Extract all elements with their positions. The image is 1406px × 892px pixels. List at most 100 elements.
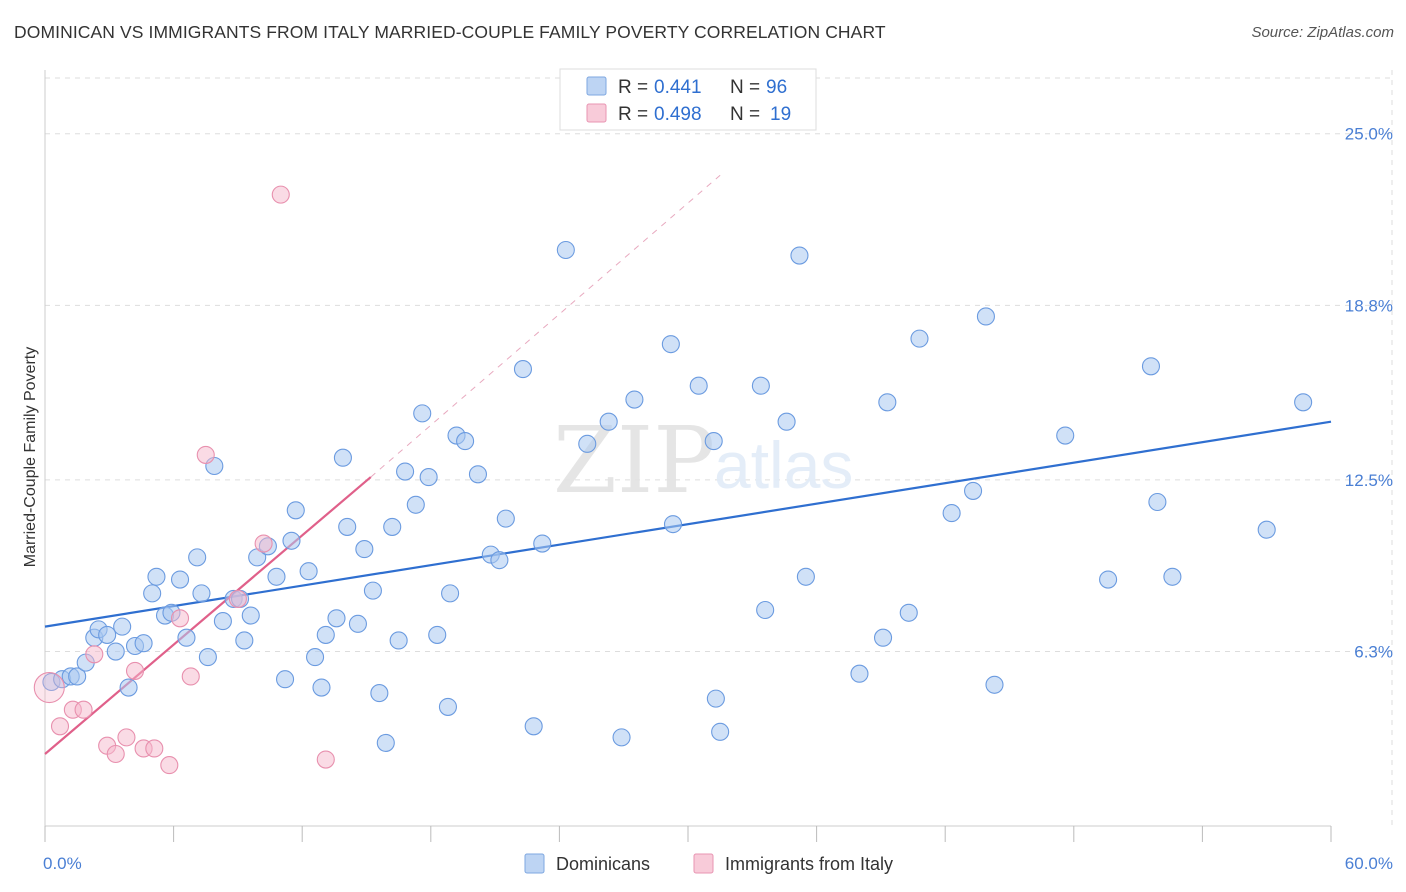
y-tick-label: 12.5% [1345, 471, 1393, 490]
watermark: ZIP atlas [553, 407, 853, 514]
y-tick-label: 25.0% [1345, 125, 1393, 144]
dominicans-point [406, 495, 425, 514]
dominicans-point [1148, 492, 1167, 512]
dominicans-point [68, 667, 87, 686]
dominicans-point [286, 501, 305, 520]
dominicans-point [355, 540, 374, 559]
x-tick-label-min: 0.0% [43, 854, 82, 873]
legend-top: R = 0.441 N = 96 R = 0.498 N = 19 [559, 68, 817, 131]
dominicans-point [1294, 393, 1313, 412]
dominicans-point [192, 584, 211, 603]
italy-point [254, 534, 273, 553]
dominicans-point [383, 517, 402, 536]
dominicans-point [711, 722, 730, 741]
y-tick-label: 6.3% [1354, 643, 1393, 662]
dominicans-point [370, 684, 389, 703]
dominicans-trend-line [44, 420, 1332, 628]
dominicans-point [1257, 520, 1276, 539]
dominicans-point [796, 567, 815, 586]
dominicans-point [751, 376, 770, 395]
watermark-zip: ZIP [553, 407, 715, 514]
dominicans-point [663, 515, 683, 534]
dominicans-point [348, 614, 367, 633]
dominicans-point [1056, 426, 1075, 445]
dominicans-point [1163, 567, 1182, 586]
dominicans-point [790, 246, 809, 265]
dominicans-point [490, 551, 509, 570]
dominicans-point [1099, 570, 1118, 589]
italy-point [50, 717, 70, 736]
dominicans-point [910, 329, 929, 348]
dominicans-point [241, 606, 260, 625]
dominicans-point [625, 390, 644, 409]
dominicans-point [376, 733, 395, 752]
italy-point [196, 445, 215, 464]
dominicans-point [306, 648, 325, 667]
legend-bottom: Dominicans Immigrants from Italy [524, 853, 893, 874]
dominicans-point [338, 517, 357, 536]
italy-point [74, 700, 93, 719]
legend-bottom-swatch-italy [693, 853, 714, 874]
italy-point [271, 185, 290, 204]
dominicans-point [134, 634, 153, 653]
legend-n-label: N = [730, 104, 760, 125]
legend-n-label: N = [730, 77, 760, 98]
italy-point [160, 756, 179, 775]
y-tick-labels: 6.3% 12.5% 18.8% 25.0% [1345, 125, 1393, 662]
y-tick-label: 18.8% [1345, 296, 1393, 315]
dominicans-point [556, 240, 575, 260]
dominicans-point [878, 393, 897, 412]
dominicans-point [899, 603, 918, 622]
x-tick-label-max: 60.0% [1345, 854, 1393, 873]
legend-n-value: 96 [766, 77, 787, 98]
dominicans-point [942, 504, 961, 523]
source-credit: Source: ZipAtlas.com [1251, 24, 1394, 41]
italy-trend-extension [370, 174, 721, 478]
dominicans-point [513, 360, 533, 379]
dominicans-point [661, 335, 680, 354]
legend-bottom-swatch-dominicans [524, 853, 545, 874]
x-ticks [44, 826, 1332, 842]
legend-swatch-italy [586, 103, 607, 123]
legend-bottom-italy: Immigrants from Italy [725, 854, 893, 874]
dominicans-point [276, 670, 295, 689]
dominicans-point [147, 567, 166, 586]
legend-r-value: 0.498 [654, 104, 702, 125]
italy-point [106, 744, 125, 764]
dominicans-point [441, 584, 460, 603]
dominicans-point [706, 689, 725, 708]
dominicans-point [177, 628, 196, 647]
dominicans-point [964, 481, 983, 500]
dominicans-point [106, 642, 125, 661]
chart-title: DOMINICAN VS IMMIGRANTS FROM ITALY MARRI… [14, 22, 886, 42]
dominicans-point [756, 600, 775, 620]
dominicans-point [985, 675, 1004, 694]
dominicans-point [496, 509, 515, 528]
legend-bottom-dominicans: Dominicans [556, 854, 650, 874]
legend-r-label: R = [618, 77, 648, 98]
italy-point [316, 750, 335, 769]
dominicans-points [42, 240, 1313, 752]
dominicans-point [333, 448, 352, 467]
dominicans-point [873, 628, 893, 647]
italy-point [117, 728, 136, 747]
italy-point [181, 667, 200, 686]
italy-trend-line [44, 476, 372, 755]
dominicans-point [327, 609, 346, 628]
dominicans-point [143, 584, 162, 603]
dominicans-point [170, 570, 190, 589]
legend-r-value: 0.441 [654, 77, 702, 98]
dominicans-point [704, 432, 723, 451]
dominicans-point [428, 625, 447, 644]
dominicans-point [98, 625, 117, 644]
dominicans-point [119, 678, 138, 697]
dominicans-point [316, 625, 335, 644]
dominicans-point [213, 612, 232, 631]
legend-n-value: 19 [770, 104, 791, 125]
dominicans-point [468, 465, 488, 484]
dominicans-point [198, 648, 217, 667]
dominicans-point [396, 462, 415, 481]
legend-r-label: R = [618, 104, 648, 125]
dominicans-point [267, 567, 286, 586]
